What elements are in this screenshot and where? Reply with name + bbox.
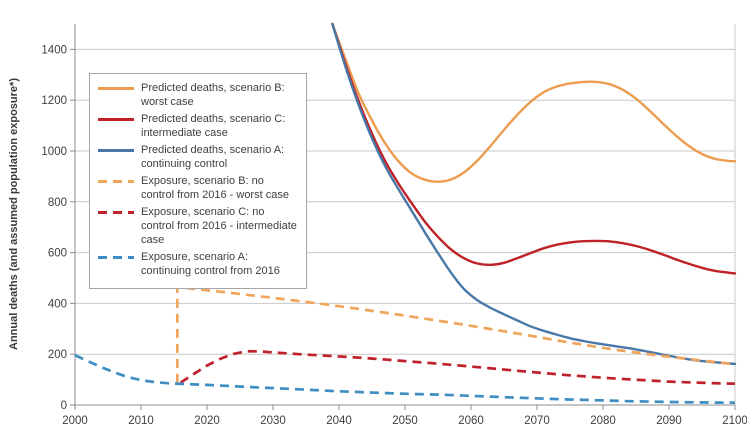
y-tick-label-1200: 1200 [41, 95, 67, 107]
x-tick-label-2010: 2010 [128, 415, 154, 427]
series-line-2 [331, 22, 737, 366]
solid-line-swatch-icon [98, 81, 134, 90]
legend-label: Exposure, scenario C: no control from 20… [141, 206, 297, 246]
x-tick-label-2100: 2100 [722, 415, 747, 427]
x-tick-label-2080: 2080 [590, 415, 616, 427]
x-tick-label-2070: 2070 [524, 415, 550, 427]
y-tick-label-200: 200 [48, 349, 67, 361]
legend-label: Predicted deaths, scenario C: intermedia… [141, 113, 286, 139]
legend: Predicted deaths, scenario B: worst case… [89, 73, 307, 289]
x-tick-label-2030: 2030 [260, 415, 286, 427]
series-line-3 [175, 285, 736, 383]
y-tick-label-800: 800 [48, 197, 67, 209]
series-line-4 [179, 349, 736, 386]
dashed-line-swatch-icon [98, 205, 134, 214]
legend-item-2: Predicted deaths, scenario A: continuing… [98, 143, 298, 171]
y-tick-label-1000: 1000 [41, 146, 67, 158]
legend-label: Exposure, scenario A: continuing control… [141, 251, 280, 277]
x-tick-label-2050: 2050 [392, 415, 418, 427]
solid-line-swatch-icon [98, 143, 134, 152]
legend-label: Predicted deaths, scenario B: worst case [141, 82, 285, 108]
legend-item-3: Exposure, scenario B: no control from 20… [98, 174, 298, 202]
series-line-0 [331, 22, 737, 183]
y-tick-label-1400: 1400 [41, 44, 67, 56]
x-tick-label-2020: 2020 [194, 415, 220, 427]
legend-item-5: Exposure, scenario A: continuing control… [98, 250, 298, 278]
legend-item-1: Predicted deaths, scenario C: intermedia… [98, 112, 298, 140]
x-tick-label-2090: 2090 [656, 415, 682, 427]
x-tick-label-2000: 2000 [62, 415, 88, 427]
series-line-1 [331, 22, 737, 275]
dashed-line-swatch-icon [98, 174, 134, 183]
legend-label: Predicted deaths, scenario A: continuing… [141, 144, 285, 170]
series-line-5 [74, 353, 736, 405]
y-tick-label-400: 400 [48, 298, 67, 310]
dashed-line-swatch-icon [98, 250, 134, 259]
x-tick-label-2060: 2060 [458, 415, 484, 427]
legend-item-0: Predicted deaths, scenario B: worst case [98, 81, 298, 109]
y-tick-label-600: 600 [48, 248, 67, 260]
x-tick-label-2040: 2040 [326, 415, 352, 427]
legend-label: Exposure, scenario B: no control from 20… [141, 175, 289, 201]
y-tick-label-0: 0 [61, 400, 67, 412]
solid-line-swatch-icon [98, 112, 134, 121]
legend-item-4: Exposure, scenario C: no control from 20… [98, 205, 298, 247]
